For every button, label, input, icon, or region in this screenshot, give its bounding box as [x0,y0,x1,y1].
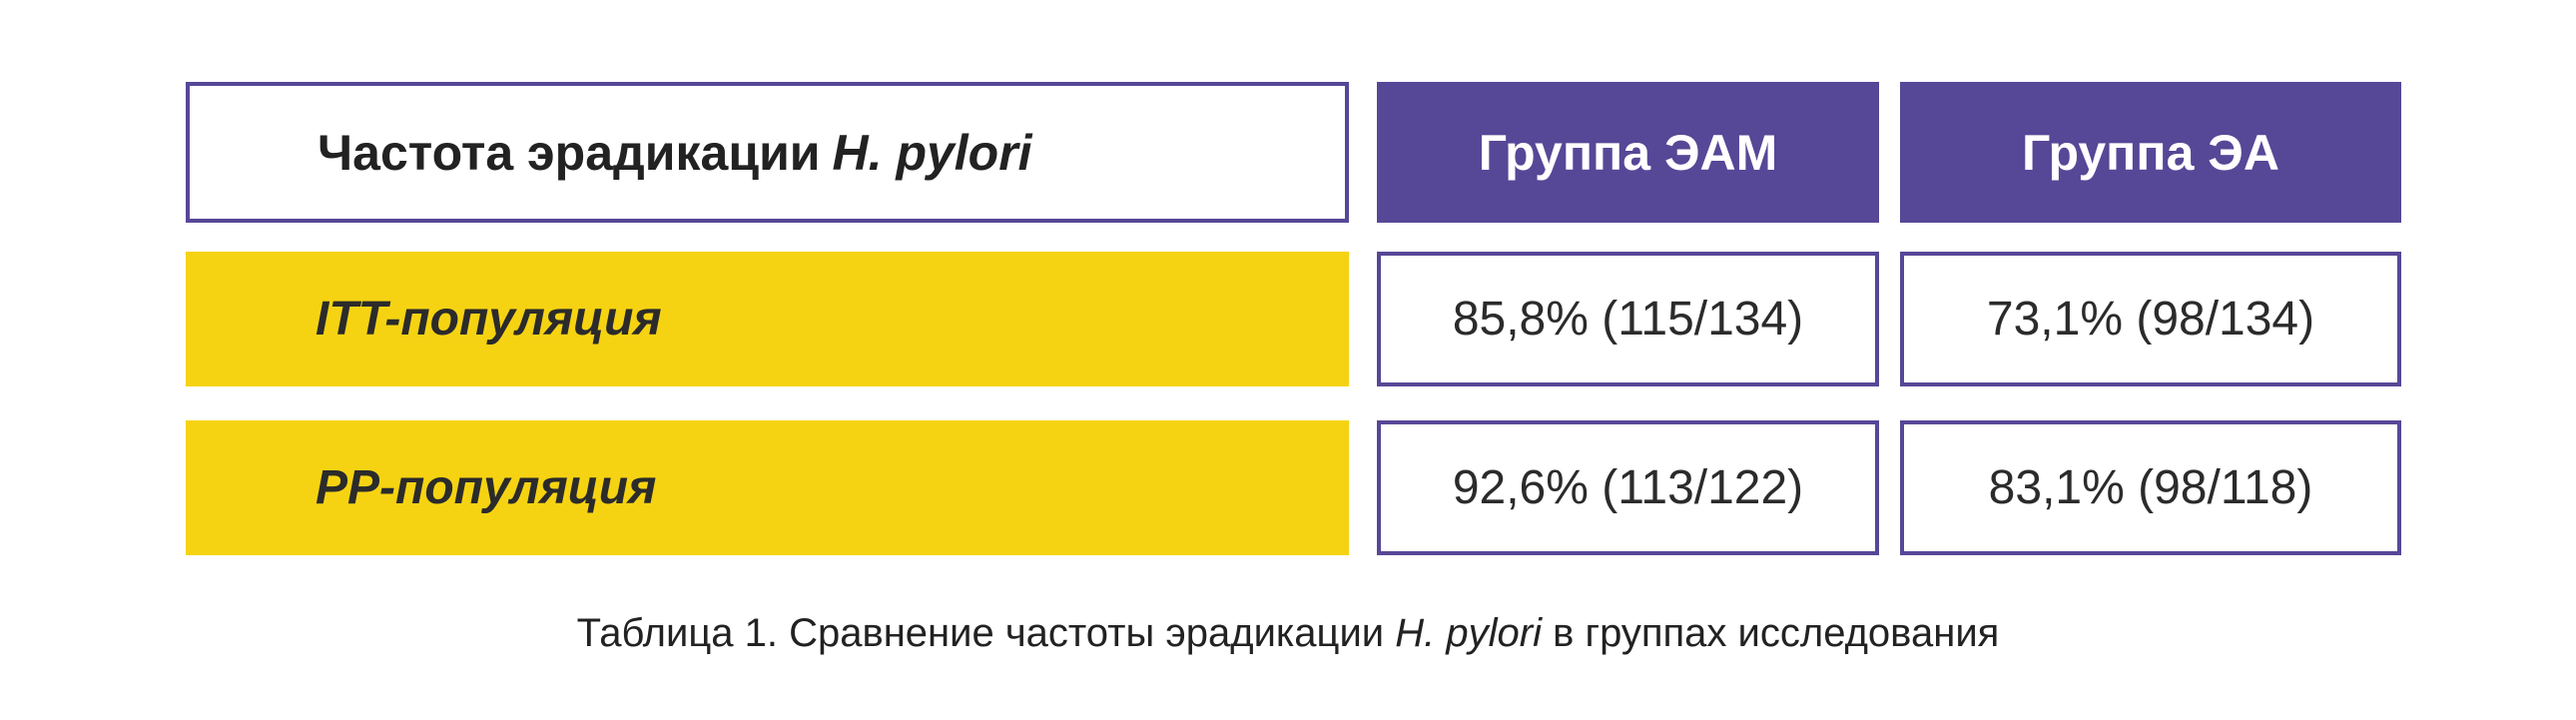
table-title-cell: Частота эрадикации H. pylori [186,82,1349,223]
row-label-itt-text: ITT-популяция [316,293,662,346]
table-title-prefix: Частота эрадикации [318,124,821,181]
table-cell: 92,6% (113/122) [1377,420,1879,555]
row-label-itt: ITT-популяция [186,252,1349,386]
caption-suffix: в группах исследования [1553,611,2000,655]
caption-prefix: Таблица 1. Сравнение частоты эрадикации [576,611,1385,655]
caption-species: H. pylori [1395,611,1542,655]
row-label-pp-text: PP-популяция [316,461,657,514]
cell-itt-eam: 85,8% (115/134) [1452,293,1804,346]
cell-itt-ea: 73,1% (98/134) [1986,293,2315,346]
cell-pp-ea: 83,1% (98/118) [1988,461,2313,514]
header-group-ea-label: Группа ЭА [2022,124,2279,181]
table-title-species: H. pylori [832,124,1032,181]
table-cell: 83,1% (98/118) [1900,420,2401,555]
table-cell: 73,1% (98/134) [1900,252,2401,386]
header-group-ea: Группа ЭА [1900,82,2401,223]
cell-pp-eam: 92,6% (113/122) [1452,461,1804,514]
header-group-eam-label: Группа ЭАМ [1478,124,1778,181]
header-group-eam: Группа ЭАМ [1377,82,1879,223]
table-cell: 85,8% (115/134) [1377,252,1879,386]
table-caption: Таблица 1. Сравнение частоты эрадикации … [0,611,2576,656]
row-label-pp: PP-популяция [186,420,1349,555]
